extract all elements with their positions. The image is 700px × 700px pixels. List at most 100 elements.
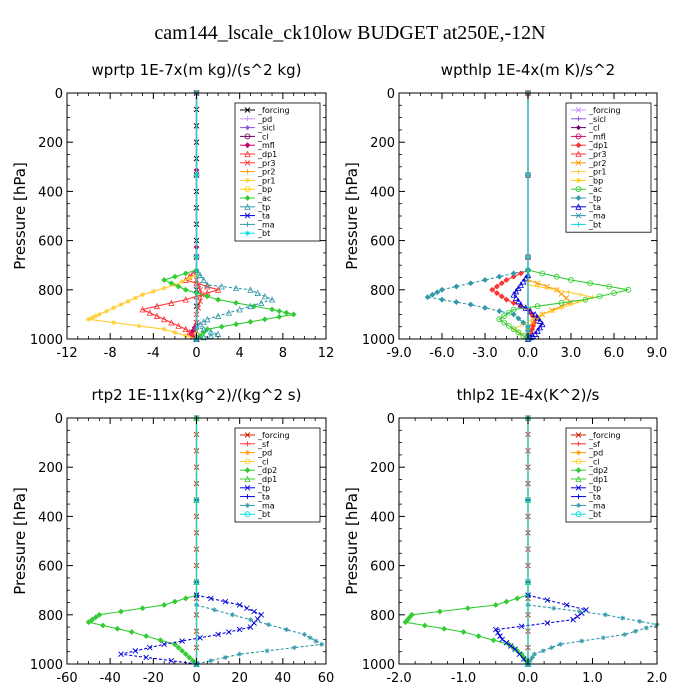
- wprtp-point-dp1: [139, 306, 146, 313]
- wprtp-point-ac: [168, 280, 175, 287]
- thlp2-x-tick-label: -2.0: [386, 671, 411, 686]
- wpthlp-point-tp: [453, 283, 460, 290]
- thlp2-legend-label: _ta: [588, 493, 601, 502]
- wprtp-y-tick-label: 800: [38, 284, 63, 299]
- wprtp-x-tick-label: -8: [104, 346, 117, 361]
- wpthlp-y-tick-label: 400: [370, 185, 395, 200]
- wpthlp-point-ta: [522, 304, 529, 311]
- wprtp-point-dp1: [189, 270, 197, 277]
- rtp2-y-tick-label: 400: [38, 510, 63, 525]
- wprtp-point-pr1: [89, 315, 95, 321]
- rtp2-x-tick-label: 20: [231, 671, 248, 686]
- wpthlp-point-tp: [429, 291, 436, 298]
- rtp2-line-ma: [196, 604, 324, 665]
- wpthlp-point-ta: [517, 281, 524, 288]
- wpthlp-point-ta: [536, 324, 544, 331]
- thlp2-point-tp: [497, 633, 503, 639]
- wprtp-point-tp: [232, 284, 240, 292]
- rtp2-x-tick-label: 0: [192, 671, 200, 686]
- wprtp-legend-marker: [245, 221, 250, 227]
- thlp2-point-tp: [544, 620, 551, 626]
- rtp2-y-tick-label: 800: [38, 609, 63, 624]
- wprtp-point-tp: [196, 320, 204, 328]
- thlp2-legend-label: _tp: [588, 484, 601, 493]
- wpthlp-point-pr2: [558, 291, 565, 297]
- wprtp-point-pr1: [183, 333, 189, 339]
- wpthlp-point-ac: [501, 319, 508, 326]
- thlp2-point-tp: [544, 597, 551, 603]
- wprtp-legend-label: _ta: [257, 212, 270, 221]
- wpthlp-y-tick-label: 600: [370, 235, 395, 250]
- rtp2-point-dp2: [85, 619, 92, 626]
- wpthlp-point-ta: [529, 332, 536, 339]
- wpthlp-point-pr1: [578, 292, 584, 298]
- wpthlp-point-tp: [467, 280, 474, 287]
- wpthlp-point-pr1: [554, 287, 560, 293]
- rtp2-legend-marker: [244, 475, 251, 482]
- wprtp-legend-marker: [244, 186, 251, 193]
- thlp2-y-axis-label: Pressure [hPa]: [343, 487, 361, 595]
- wpthlp-x-tick-label: -9.0: [386, 346, 411, 361]
- wprtp-point-pr1: [161, 326, 167, 332]
- thlp2-point-ma: [551, 605, 557, 611]
- wpthlp-legend-marker: [575, 133, 582, 140]
- rtp2-point-tp: [161, 641, 167, 648]
- thlp2-series-ma: [525, 602, 660, 667]
- wprtp-point-tp: [200, 276, 207, 283]
- thlp2-legend-marker: [575, 475, 582, 482]
- wprtp-point-tp: [207, 332, 215, 339]
- wprtp-point-tp: [218, 283, 225, 290]
- thlp2-point-dp2: [492, 602, 499, 608]
- wpthlp-x-tick-label: 6.0: [604, 346, 625, 361]
- wpthlp-legend-label: _bt: [588, 220, 601, 229]
- rtp2-legend-label: _ma: [257, 501, 275, 510]
- wpthlp-legend-label: _cl: [588, 124, 600, 133]
- wprtp-point-pr1: [186, 275, 192, 281]
- rtp2-legend-label: _ta: [257, 493, 270, 502]
- wpthlp-point-tp: [482, 304, 488, 311]
- wprtp-point-ac: [218, 323, 225, 330]
- thlp2-legend-label: _ma: [588, 501, 606, 510]
- thlp2-point-bt: [525, 497, 531, 503]
- wprtp-x-tick-label: 4: [236, 346, 244, 361]
- rtp2-point-dp2: [92, 614, 99, 621]
- wpthlp-point-bt: [525, 254, 531, 260]
- wpthlp-y-tick-label: 1000: [362, 333, 395, 348]
- wpthlp-point-ta: [539, 320, 546, 328]
- thlp2-y-tick-label: 0: [387, 412, 395, 427]
- wprtp-y-tick-label: 400: [38, 185, 63, 200]
- wprtp-point-ac: [290, 311, 297, 318]
- wprtp-y-axis-label: Pressure [hPa]: [11, 162, 29, 270]
- wprtp-point-tp: [207, 328, 215, 335]
- wprtp-legend-marker: [244, 212, 251, 219]
- thlp2-point-ma: [527, 658, 533, 664]
- thlp2-point-tp: [518, 623, 525, 630]
- wprtp-legend-label: _pr1: [257, 176, 275, 185]
- wprtp-legend-label: _tp: [257, 203, 270, 212]
- rtp2-point-ma: [283, 627, 289, 633]
- wprtp-series-mfl: [188, 90, 200, 342]
- wprtp-point-pr1: [125, 298, 131, 304]
- rtp2-legend-marker: [244, 458, 251, 465]
- rtp2-point-ma: [247, 617, 253, 623]
- thlp2-x-tick-label: 1.0: [582, 671, 603, 686]
- thlp2-point-ma: [557, 641, 563, 647]
- wpthlp-point-pr1: [530, 316, 536, 322]
- wpthlp-series-bt: [525, 90, 531, 342]
- thlp2-point-dp2: [464, 605, 471, 612]
- rtp2-x-tick-label: -40: [100, 671, 121, 686]
- thlp2-point-ma: [577, 609, 583, 615]
- wpthlp-legend-marker: [576, 116, 581, 122]
- rtp2-legend-marker: [244, 432, 251, 438]
- wprtp-point-pr1: [179, 279, 185, 285]
- wprtp-legend-marker: [244, 107, 251, 113]
- wpthlp-panel: wpthlp 1E-4x(m K)/s^2 Pressure [hPa] -9.0 -…: [343, 61, 667, 361]
- wprtp-point-pr1: [132, 295, 138, 301]
- wprtp-point-ac: [269, 306, 275, 313]
- thlp2-point-tp: [512, 646, 518, 653]
- wprtp-point-dp1: [214, 286, 222, 293]
- rtp2-legend-label: _forcing: [257, 431, 290, 440]
- wprtp-point-dp1: [146, 309, 153, 316]
- rtp2-point-tp: [179, 638, 185, 644]
